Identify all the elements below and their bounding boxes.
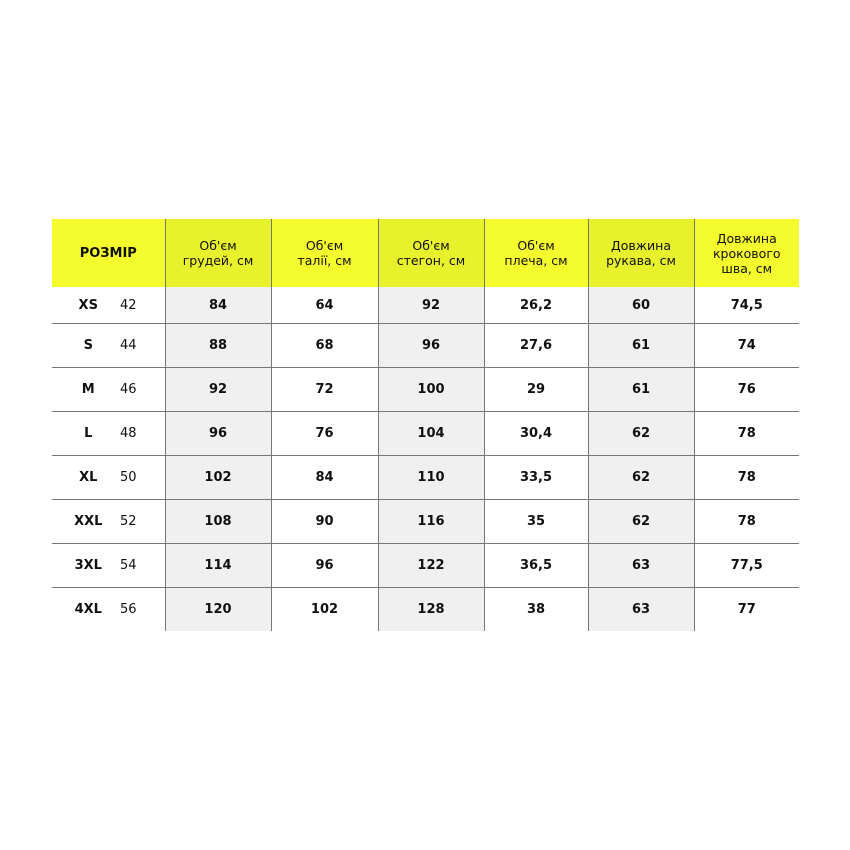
value-cell: 64: [315, 297, 334, 313]
size-cell: XXL 52: [52, 499, 165, 544]
value-cell: 77,5: [694, 543, 799, 588]
value-cell: 62: [587, 411, 695, 456]
size-cell: M 46: [52, 367, 165, 412]
value-cell: 92: [164, 367, 272, 412]
value-cell: 62: [587, 499, 695, 544]
size-label: 4XL: [74, 602, 102, 617]
value-cell: 76: [271, 411, 378, 456]
size-cell: 4XL 56: [52, 587, 165, 631]
value-cell: 88: [164, 323, 272, 368]
size-number: 42: [119, 297, 137, 313]
value-cell: 116: [377, 499, 485, 544]
value-cell: 27,6: [484, 323, 588, 368]
value-cell: 26,2: [519, 297, 553, 313]
column-header: Довжина рукава, см: [587, 219, 695, 287]
size-chart-table: РОЗМІР Об'єм грудей, см Об'єм талії, см Об'…: [52, 219, 799, 631]
value-cell: 63: [587, 587, 695, 631]
value-cell: 110: [377, 455, 485, 500]
size-number: 50: [119, 470, 137, 485]
size-number: 46: [119, 382, 137, 397]
size-number: 52: [119, 514, 137, 529]
table-row: 4XL 56 120 102 128 38 63 77: [52, 587, 799, 631]
value-cell: 78: [694, 499, 799, 544]
size-number: 44: [119, 338, 137, 353]
size-cell: L 48: [52, 411, 165, 456]
value-cell: 96: [164, 411, 272, 456]
table-row: S 44 88 68 96 27,6 61 74: [52, 323, 799, 368]
value-cell: 33,5: [484, 455, 588, 500]
size-label: XS: [78, 297, 98, 313]
value-cell: 74,5: [730, 297, 763, 313]
size-label: M: [81, 382, 95, 397]
value-cell: 62: [587, 455, 695, 500]
value-cell: 38: [484, 587, 588, 631]
table-row: XL 50 102 84 110 33,5 62 78: [52, 455, 799, 500]
header-row: РОЗМІР Об'єм грудей, см Об'єм талії, см Об'…: [52, 219, 799, 287]
size-label: XXL: [74, 514, 103, 529]
value-cell: 77: [694, 587, 799, 631]
column-header: Об'єм талії, см: [271, 219, 378, 287]
table-row: XXL 52 108 90 116 35 62 78: [52, 499, 799, 544]
column-header: Довжина крокового шва, см: [694, 219, 799, 287]
value-cell: 128: [377, 587, 485, 631]
value-cell: 102: [271, 587, 378, 631]
table-row: 3XL 54 114 96 122 36,5 63 77,5: [52, 543, 799, 588]
value-cell: 104: [377, 411, 485, 456]
value-cell: 96: [271, 543, 378, 588]
value-cell: 120: [164, 587, 272, 631]
value-cell: 36,5: [484, 543, 588, 588]
value-cell: 90: [271, 499, 378, 544]
value-cell: 92: [377, 287, 485, 324]
value-cell: 72: [271, 367, 378, 412]
value-cell: 122: [377, 543, 485, 588]
value-cell: 61: [587, 323, 695, 368]
value-cell: 84: [164, 287, 272, 324]
value-cell: 78: [694, 455, 799, 500]
value-cell: 30,4: [484, 411, 588, 456]
table-row: L 48 96 76 104 30,4 62 78: [52, 411, 799, 456]
value-cell: 76: [694, 367, 799, 412]
size-cell: XS 42: [52, 287, 165, 324]
value-cell: 74: [694, 323, 799, 368]
value-cell: 61: [587, 367, 695, 412]
column-header: Об'єм плеча, см: [484, 219, 588, 287]
size-label: 3XL: [74, 558, 102, 573]
table-row: M 46 92 72 100 29 61 76: [52, 367, 799, 412]
value-cell: 29: [484, 367, 588, 412]
size-label: XL: [79, 470, 98, 485]
value-cell: 96: [377, 323, 485, 368]
value-cell: 114: [164, 543, 272, 588]
column-header: Об'єм стегон, см: [377, 219, 485, 287]
value-cell: 100: [377, 367, 485, 412]
value-cell: 63: [587, 543, 695, 588]
size-label: L: [84, 426, 93, 441]
size-label: S: [83, 338, 93, 353]
size-cell: XL 50: [52, 455, 165, 500]
value-cell: 60: [587, 287, 695, 324]
size-number: 56: [119, 602, 137, 617]
value-cell: 84: [271, 455, 378, 500]
size-number: 48: [119, 426, 137, 441]
value-cell: 102: [164, 455, 272, 500]
size-cell: 3XL 54: [52, 543, 165, 588]
table-row: XS 42 84 64 92 26,2 60 74,5: [52, 287, 799, 324]
value-cell: 35: [484, 499, 588, 544]
value-cell: 68: [271, 323, 378, 368]
value-cell: 108: [164, 499, 272, 544]
column-header: РОЗМІР: [52, 219, 165, 287]
size-cell: S 44: [52, 323, 165, 368]
column-header: Об'єм грудей, см: [164, 219, 272, 287]
value-cell: 78: [694, 411, 799, 456]
size-number: 54: [119, 558, 137, 573]
